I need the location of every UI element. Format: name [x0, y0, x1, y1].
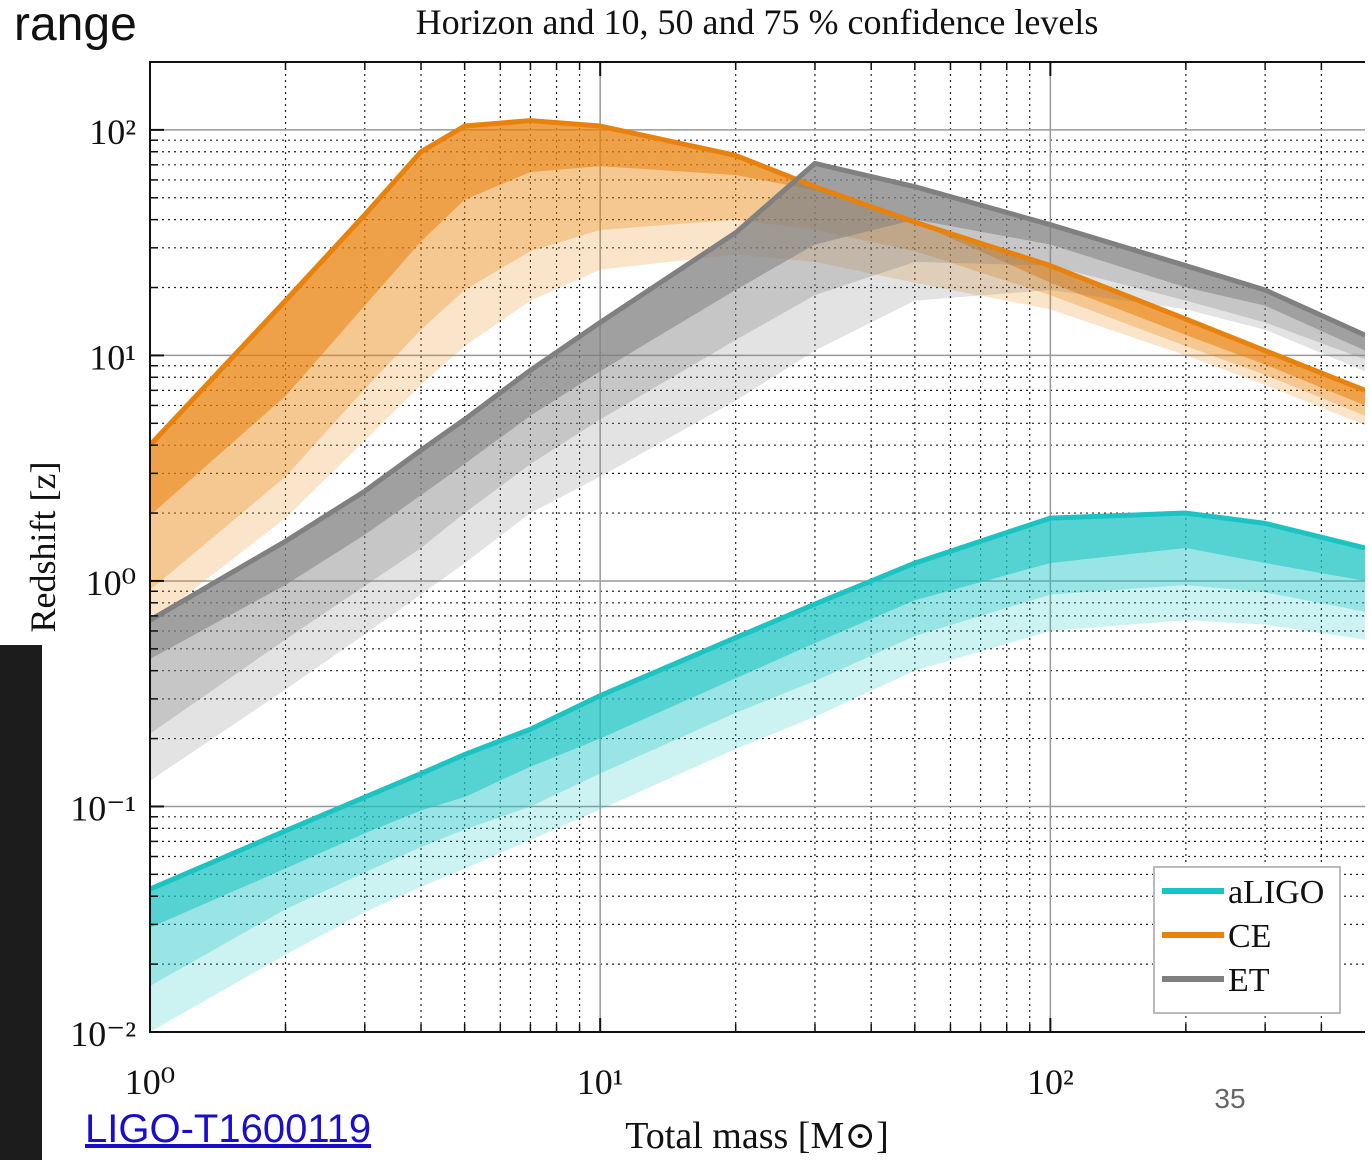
- x-tick-label: 10²: [1027, 1062, 1074, 1102]
- background-image: [0, 645, 42, 1160]
- y-tick-label: 10⁻²: [70, 1014, 136, 1054]
- horizon-line: [150, 118, 1365, 447]
- confidence-band: [150, 219, 1365, 734]
- x-axis-label: Total mass [M⊙]: [625, 1115, 888, 1157]
- confidence-band: [150, 219, 1365, 624]
- chart-title: Horizon and 10, 50 and 75 % confidence l…: [416, 2, 1099, 42]
- x-tick-label: 10¹: [577, 1062, 624, 1102]
- confidence-band: [150, 513, 1365, 928]
- y-tick-label: 10²: [89, 112, 136, 152]
- y-tick-label: 10⁰: [86, 563, 136, 603]
- confidence-band: [150, 163, 1365, 660]
- confidence-band: [150, 166, 1365, 591]
- legend-label: CE: [1228, 918, 1271, 955]
- plot-area: [150, 118, 1365, 1032]
- y-tick-label: 10⁻¹: [70, 788, 136, 828]
- x-tick-label: 10⁰: [125, 1062, 175, 1102]
- page-number: 35: [1214, 1083, 1245, 1114]
- confidence-band: [150, 261, 1365, 781]
- y-axis-label: Redshift [z]: [23, 462, 63, 633]
- slide-title: range: [14, 0, 137, 51]
- y-tick-label: 10¹: [89, 337, 136, 377]
- horizon-line: [150, 510, 1365, 892]
- plot-frame: [149, 61, 1365, 1033]
- horizon-line: [150, 160, 1365, 623]
- legend-label: ET: [1228, 962, 1270, 999]
- reference-link[interactable]: LIGO-T1600119: [85, 1107, 371, 1151]
- legend-label: aLIGO: [1228, 874, 1324, 911]
